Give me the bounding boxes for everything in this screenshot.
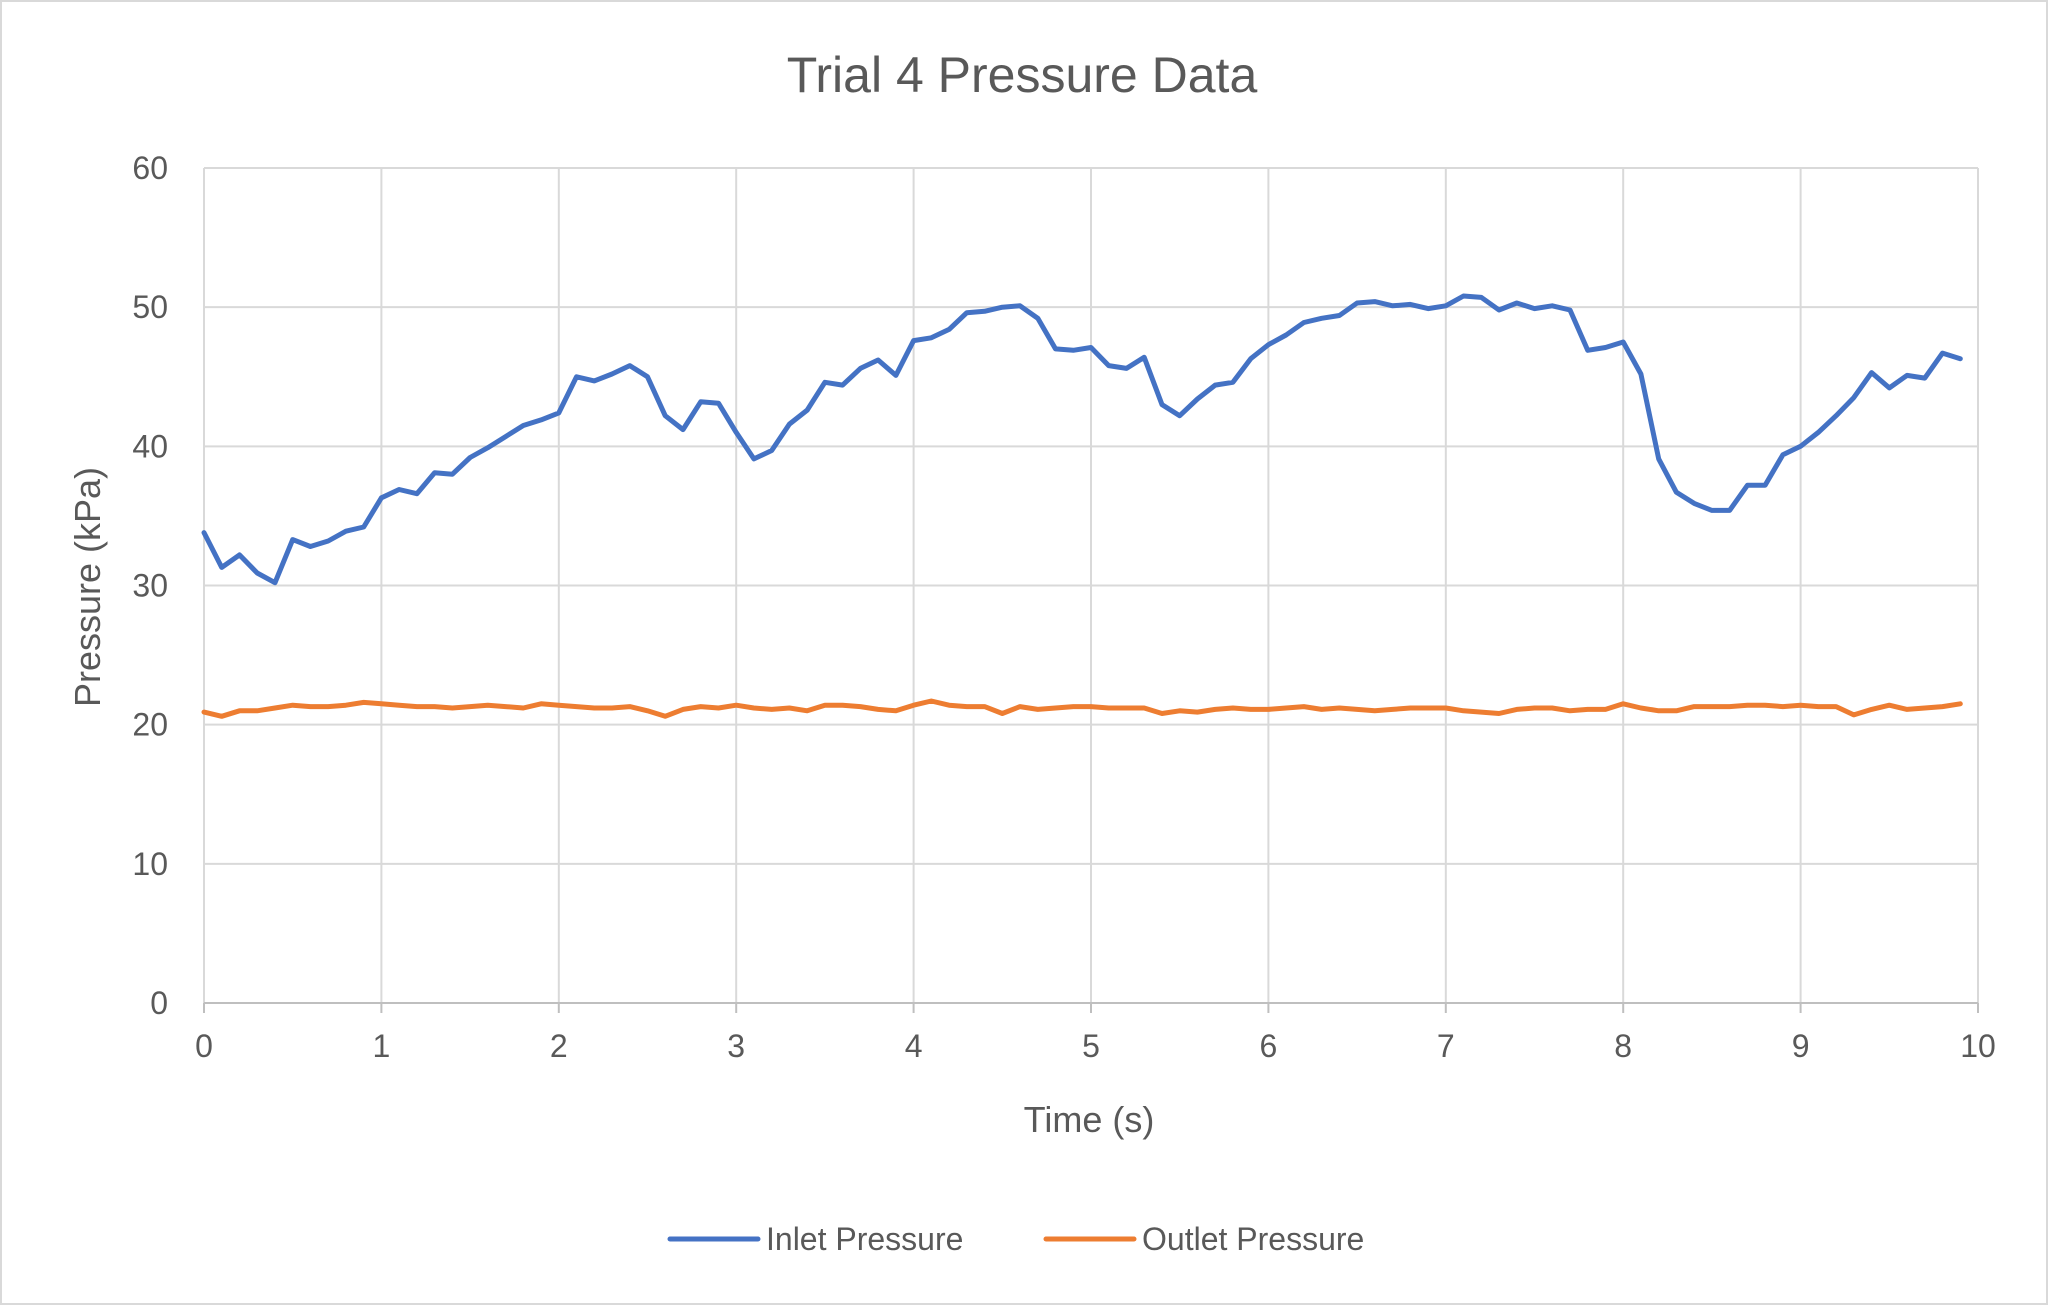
x-tick-label-1: 1 — [373, 1028, 391, 1064]
y-tick-label-50: 50 — [132, 289, 168, 325]
x-tick-label-8: 8 — [1614, 1028, 1632, 1064]
series-layer — [201, 293, 1963, 719]
y-axis-title: Pressure (kPa) — [67, 467, 108, 707]
y-tick-label-60: 60 — [132, 150, 168, 186]
y-tick-label-40: 40 — [132, 428, 168, 464]
x-axis-title: Time (s) — [1024, 1099, 1155, 1140]
tick-layer: 0 10 20 30 40 50 60 0 1 2 3 4 5 6 7 8 9 10 — [132, 150, 1995, 1064]
legend-label-outlet-pressure: Outlet Pressure — [1142, 1221, 1364, 1257]
x-tick-label-6: 6 — [1260, 1028, 1278, 1064]
x-tick-label-4: 4 — [905, 1028, 923, 1064]
y-tick-label-0: 0 — [150, 985, 168, 1021]
chart-title: Trial 4 Pressure Data — [787, 47, 1258, 103]
series-line-inlet-pressure — [201, 293, 1963, 586]
axis-layer — [203, 1002, 1979, 1013]
x-tick-label-0: 0 — [195, 1028, 213, 1064]
y-tick-label-30: 30 — [132, 568, 168, 604]
legend-label-inlet-pressure: Inlet Pressure — [766, 1221, 963, 1257]
y-tick-label-10: 10 — [132, 846, 168, 882]
x-tick-label-9: 9 — [1792, 1028, 1810, 1064]
x-tick-label-7: 7 — [1437, 1028, 1455, 1064]
x-tick-label-10: 10 — [1960, 1028, 1996, 1064]
series-line-outlet-pressure — [201, 698, 1963, 719]
grid-layer — [203, 167, 1979, 1004]
legend: Inlet Pressure Outlet Pressure — [667, 1221, 1364, 1257]
x-tick-label-5: 5 — [1082, 1028, 1100, 1064]
x-tick-label-3: 3 — [727, 1028, 745, 1064]
y-tick-label-20: 20 — [132, 707, 168, 743]
x-tick-label-2: 2 — [550, 1028, 568, 1064]
